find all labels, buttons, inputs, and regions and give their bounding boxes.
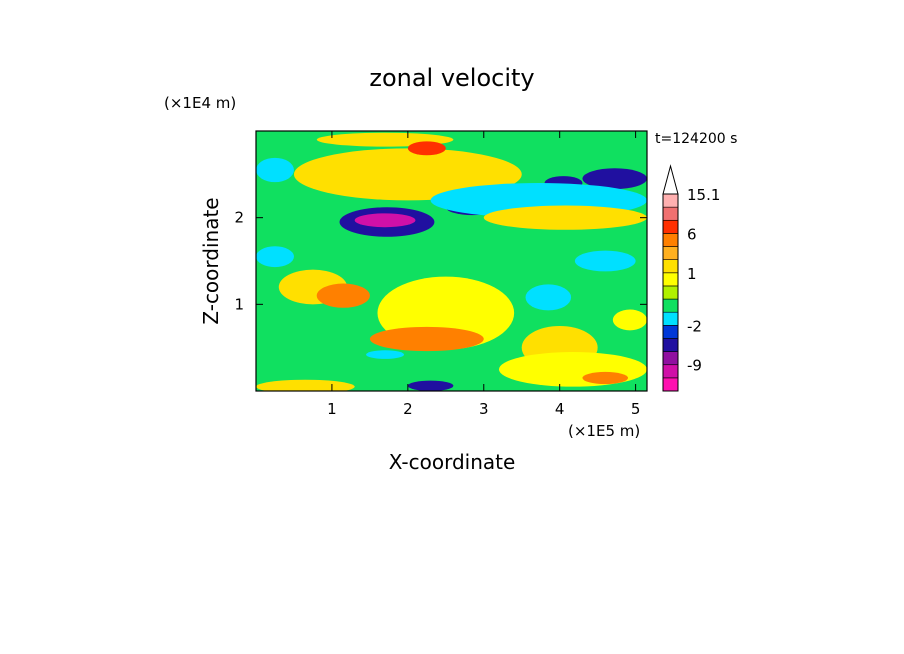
y-tick-label: 2 <box>234 209 244 227</box>
contour-band-21 <box>366 350 405 359</box>
colorbar-label: 6 <box>687 225 697 243</box>
contour-fill-layer <box>256 132 647 391</box>
colorbar-frame <box>662 193 679 392</box>
contour-band-26 <box>582 371 629 385</box>
x-axis-ticks: 1 2 3 4 5 <box>327 131 640 418</box>
colorbar-segment <box>662 259 679 274</box>
colorbar-segment <box>662 272 679 287</box>
contour-band-20 <box>256 379 355 391</box>
contour-band-25 <box>612 309 647 331</box>
x-tick-label: 3 <box>479 400 489 418</box>
colorbar-label: 1 <box>687 265 697 283</box>
x-tick-label: 1 <box>327 400 337 418</box>
contour-band-8 <box>582 168 647 190</box>
y-axis-unit: (×1E4 m) <box>164 94 236 112</box>
colorbar-label: 15.1 <box>687 186 720 204</box>
colorbar-label: -9 <box>687 357 702 375</box>
chart-title: zonal velocity <box>369 64 534 92</box>
y-axis-ticks: 12 <box>234 209 647 313</box>
contour-band-19 <box>407 380 454 391</box>
x-tick-label: 4 <box>555 400 565 418</box>
colorbar-segment <box>662 193 679 208</box>
contour-band-3 <box>293 148 522 201</box>
contour-band-11 <box>574 250 636 272</box>
colorbar-segment <box>662 246 679 260</box>
x-axis-unit: (×1E5 m) <box>568 422 640 440</box>
plot-frame <box>255 130 648 392</box>
y-axis-label: Z-coordinate <box>199 197 223 324</box>
contour-band-10 <box>483 205 647 230</box>
colorbar-segment <box>662 285 679 300</box>
colorbar-segment <box>662 233 679 247</box>
contour-band-18 <box>498 352 647 387</box>
contour-band-16 <box>369 326 484 352</box>
contour-band-22 <box>256 246 294 268</box>
x-axis-label: X-coordinate <box>389 450 516 474</box>
colorbar-segment <box>662 206 679 221</box>
colorbar-extend-triangle <box>662 164 679 195</box>
colorbar-segment <box>662 377 679 392</box>
colorbar-segment <box>662 298 679 313</box>
contour-band-5 <box>354 213 416 228</box>
x-tick-label: 5 <box>631 400 641 418</box>
time-label: t=124200 s <box>655 131 737 147</box>
contour-band-1 <box>256 157 294 183</box>
colorbar-segment <box>662 311 679 326</box>
colorbar-segment <box>662 219 679 234</box>
colorbar-label: -2 <box>687 317 702 335</box>
colorbar-segment <box>662 338 679 352</box>
contour-band-12 <box>525 284 572 311</box>
contour-plot-area <box>255 130 648 392</box>
y-tick-label: 1 <box>234 295 244 313</box>
contour-band-24 <box>407 141 446 156</box>
colorbar-segment <box>662 351 679 366</box>
colorbar-segment <box>662 325 679 339</box>
x-tick-label: 2 <box>403 400 413 418</box>
contour-band-14 <box>316 283 370 308</box>
colorbar-segment <box>662 364 679 379</box>
colorbar: 15.1 6 1 -2 -9 <box>662 164 720 392</box>
